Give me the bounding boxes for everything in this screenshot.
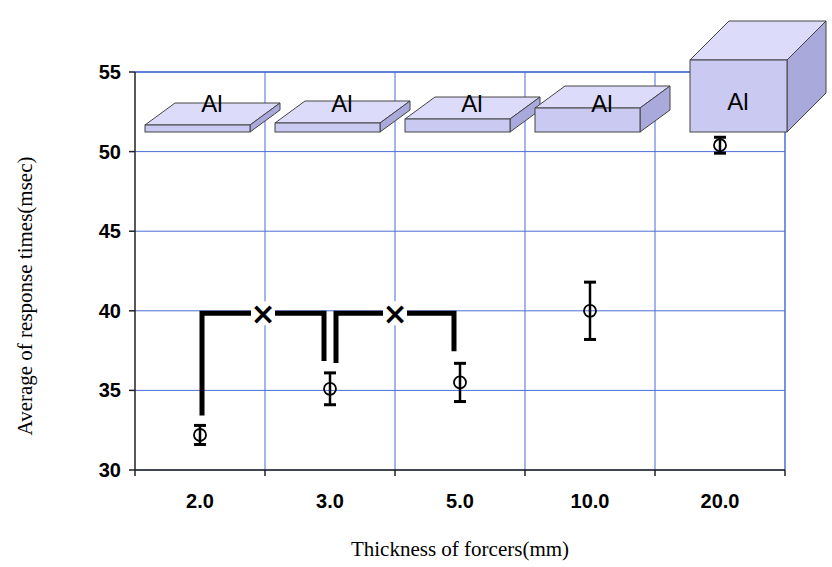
x-tick-label: 3.0 (316, 490, 344, 512)
error-bar-line (459, 363, 462, 401)
point (194, 429, 206, 441)
y-tick-label: 30 (99, 459, 121, 481)
al-block: Al (690, 21, 826, 132)
point (584, 305, 596, 317)
al-label: Al (201, 90, 222, 117)
point (324, 383, 336, 395)
al-block-front (535, 108, 640, 132)
x-tick (784, 470, 786, 476)
grid-line-vertical (525, 72, 526, 470)
x-tick (134, 470, 136, 476)
y-tick (129, 390, 135, 392)
al-block-side (640, 86, 670, 132)
point (714, 139, 726, 151)
al-label: Al (727, 88, 748, 115)
error-bar-cap (714, 136, 726, 139)
y-tick-label: 55 (99, 61, 121, 83)
x-axis-title: Thickness of forcers(mm) (351, 537, 569, 561)
x-axis (135, 469, 785, 471)
y-tick (129, 469, 135, 471)
y-tick-label: 50 (99, 141, 121, 163)
y-tick (129, 310, 135, 312)
y-tick (129, 71, 135, 73)
error-bar-cap (584, 281, 596, 284)
y-axis-title: Average of response times(msec) (13, 157, 37, 436)
al-block-front (275, 123, 380, 132)
x-tick-label: 2.0 (186, 490, 214, 512)
x-tick (524, 470, 526, 476)
al-block: Al (145, 90, 280, 132)
error-bar (584, 282, 596, 339)
error-bar-cap (454, 362, 466, 365)
y-tick (129, 151, 135, 153)
error-bar (714, 137, 726, 153)
al-block: Al (275, 90, 410, 132)
error-bar-cap (454, 400, 466, 403)
x-tick (394, 470, 396, 476)
error-bar-cap (194, 443, 206, 446)
point (454, 376, 466, 388)
comparison-label: × (250, 296, 275, 331)
grid-line (135, 470, 785, 471)
y-axis (134, 72, 136, 470)
frame (135, 71, 785, 73)
grid-line-vertical (655, 72, 656, 470)
x-tick-label: 5.0 (446, 490, 474, 512)
al-block-front (405, 119, 510, 132)
chart: 30 35 40 45 50 55 2.0 3.0 5.0 10.0 20.0 Thickness o… (0, 0, 832, 567)
y-tick-label: 45 (99, 220, 121, 242)
grid-line (135, 231, 785, 232)
x-tick (654, 470, 656, 476)
error-bar-line (589, 282, 592, 339)
grid-line-vertical (265, 72, 266, 470)
error-bar-cap (194, 424, 206, 427)
x-tick-label: 20.0 (701, 490, 740, 512)
al-label: Al (331, 90, 352, 117)
error-bar (324, 373, 336, 405)
y-tick-label: 40 (99, 300, 121, 322)
error-bar-cap (714, 152, 726, 155)
x-tick (264, 470, 266, 476)
al-block: Al (535, 86, 670, 132)
y-tick-label: 35 (99, 379, 121, 401)
error-bar-cap (324, 371, 336, 374)
al-label: Al (591, 90, 612, 117)
marks (194, 137, 726, 444)
error-bar (454, 363, 466, 401)
error-bar-line (329, 373, 332, 405)
grid-line (135, 72, 785, 73)
grid-line (135, 151, 785, 152)
error-bar (194, 425, 206, 444)
y-tick (129, 230, 135, 232)
al-label: Al (461, 90, 482, 117)
x-tick-label: 10.0 (571, 490, 610, 512)
al-block-front (690, 60, 787, 132)
error-bar-cap (324, 403, 336, 406)
al-block-front (145, 125, 250, 132)
al-block-side (787, 21, 826, 132)
grid-line-vertical (395, 72, 396, 470)
comparison-label: × (382, 296, 407, 331)
error-bar-cap (584, 338, 596, 341)
al-block: Al (405, 90, 540, 132)
